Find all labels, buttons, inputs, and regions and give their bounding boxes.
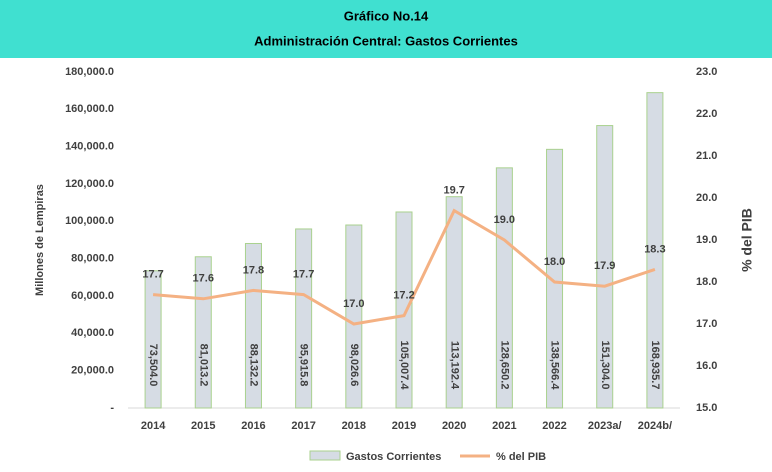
line-value-label: 17.7 [293,269,314,281]
line-value-label: 17.6 [193,273,214,285]
x-tick-label: 2021 [492,420,516,432]
y-tick-label: 140,000.0 [65,141,114,153]
line-value-label: 18.0 [544,256,565,268]
y-axis-title: Millones de Lempiras [34,184,46,296]
x-tick-label: 2024b/ [638,420,672,432]
bar [345,224,363,409]
y-tick-label: 60,000.0 [71,290,114,302]
y-tick-label: 20,000.0 [71,365,114,377]
y2-tick-label: 21.0 [696,150,717,162]
legend-label: Gastos Corrientes [346,451,441,463]
bar [596,125,614,409]
chart-subtitle: Administración Central: Gastos Corriente… [254,33,518,48]
y2-tick-label: 22.0 [696,108,717,120]
y-tick-label: 120,000.0 [65,178,114,190]
y-tick-label: 180,000.0 [65,66,114,78]
x-tick-label: 2015 [191,420,215,432]
bar-value-label: 113,192.4 [448,341,460,390]
y-tick-label: 100,000.0 [65,215,114,227]
line [152,208,656,326]
x-tick-label: 2017 [291,420,315,432]
line-value-label: 17.9 [594,260,615,272]
x-tick-label: 2018 [342,420,366,432]
title-band [0,0,772,58]
bar-value-label: 138,566.4 [549,341,561,391]
bar-value-label: 151,304.0 [599,341,611,390]
x-tick-label: 2022 [542,420,566,432]
bar [395,211,413,409]
y-tick-label: 160,000.0 [65,103,114,115]
y2-tick-label: 20.0 [696,192,717,204]
bar-value-label: 128,650.2 [498,341,510,390]
x-tick-label: 2014 [141,420,166,432]
bar [244,242,262,409]
x-tick-label: 2016 [241,420,265,432]
bar-value-label: 73,504.0 [147,344,159,387]
bar-value-label: 81,013.2 [197,344,209,387]
bar [295,228,313,409]
y-tick-label: 80,000.0 [71,253,114,265]
x-tick-label: 2023a/ [588,420,622,432]
bar-value-label: 105,007.4 [398,341,410,391]
legend-swatch [309,450,341,461]
y2-tick-label: 17.0 [696,318,717,330]
bar-value-label: 168,935.7 [649,341,661,390]
bar-value-label: 88,132.2 [248,344,260,387]
legend-label: % del PIB [496,451,546,463]
line-value-label: 17.8 [243,264,264,276]
bar-value-label: 98,026.6 [348,344,360,387]
bar [546,148,564,409]
line-value-label: 17.0 [343,298,364,310]
y2-tick-label: 23.0 [696,66,717,78]
chart-title: Gráfico No.14 [344,8,429,23]
bar [144,270,162,409]
line-value-label: 19.7 [443,185,464,197]
x-tick-label: 2019 [392,420,416,432]
x-tick-label: 2020 [442,420,466,432]
line-value-label: 18.3 [644,243,665,255]
y2-tick-label: 18.0 [696,276,717,288]
y2-tick-label: 19.0 [696,234,717,246]
bar [646,92,664,409]
bar [495,167,513,409]
y-tick-label: 40,000.0 [71,327,114,339]
bar [445,196,463,409]
y2-tick-label: 16.0 [696,360,717,372]
bar [194,256,212,409]
y2-axis-title: % del PIB [739,208,755,272]
line-value-label: 19.0 [494,214,515,226]
bar-value-label: 95,915.8 [298,344,310,387]
y2-tick-label: 15.0 [696,402,717,414]
y-tick-label: - [110,402,114,414]
line-value-label: 17.7 [142,269,163,281]
line-value-label: 17.2 [393,290,414,302]
